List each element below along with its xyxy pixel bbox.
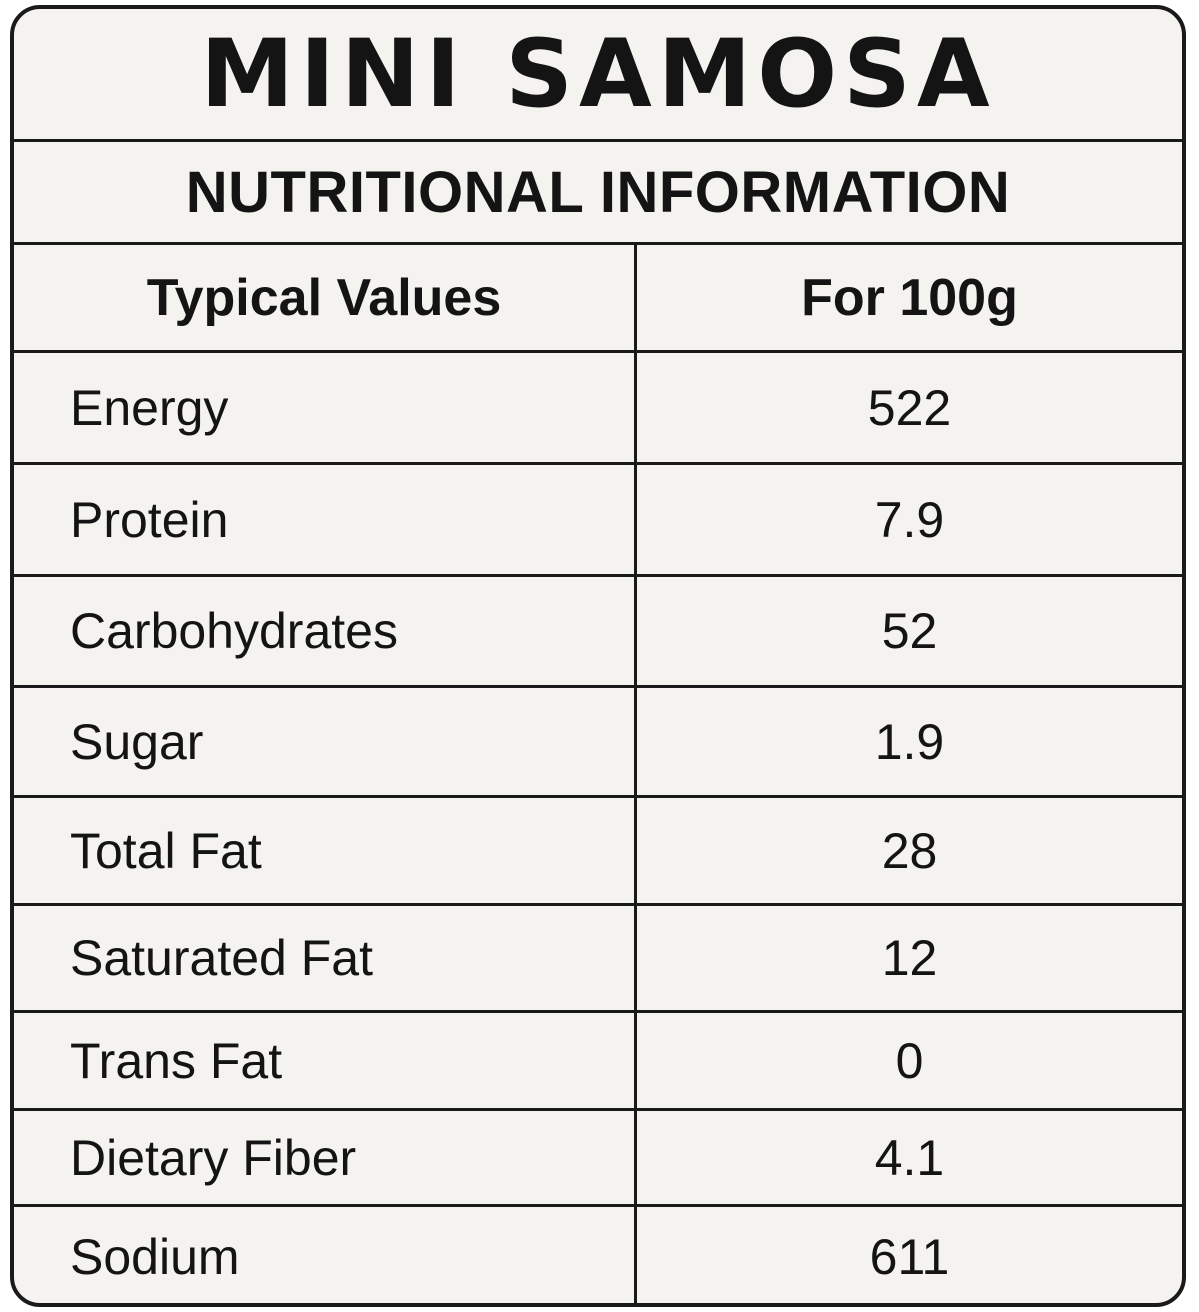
header-typical-values: Typical Values	[14, 245, 637, 350]
nutrient-value: 522	[867, 379, 952, 436]
nutrient-name: Protein	[14, 465, 637, 574]
nutrient-name: Sodium	[14, 1207, 637, 1303]
nutrient-value: 28	[881, 822, 938, 879]
nutrient-name: Total Fat	[14, 798, 637, 903]
table-row: Total Fat 28	[14, 798, 1182, 906]
table-row: Energy 522	[14, 353, 1182, 465]
nutrient-value: 52	[881, 603, 938, 659]
nutrition-label: MINI SAMOSA NUTRITIONAL INFORMATION Typi…	[10, 5, 1186, 1307]
table-header-row: Typical Values For 100g	[14, 245, 1182, 353]
table-row: Trans Fat 0	[14, 1013, 1182, 1111]
nutrient-value: 12	[881, 930, 938, 986]
table-row: Sugar 1.9	[14, 688, 1182, 798]
nutrient-name: Dietary Fiber	[14, 1111, 637, 1204]
nutrient-name: Sugar	[14, 688, 637, 795]
header-for-100g: For 100g	[801, 268, 1018, 327]
table-row: Carbohydrates 52	[14, 577, 1182, 688]
table-row: Sodium 611	[14, 1207, 1182, 1303]
nutrient-name: Carbohydrates	[14, 577, 637, 685]
table-row: Saturated Fat 12	[14, 906, 1182, 1013]
nutrient-value: 611	[869, 1229, 950, 1285]
nutrient-value: 4.1	[874, 1129, 945, 1186]
nutrient-value: 7.9	[874, 491, 945, 548]
nutrient-value: 0	[895, 1032, 924, 1089]
section-heading: NUTRITIONAL INFORMATION	[14, 142, 1182, 245]
nutrient-name: Saturated Fat	[14, 906, 637, 1010]
table-row: Dietary Fiber 4.1	[14, 1111, 1182, 1207]
nutrient-value: 1.9	[874, 713, 945, 770]
nutrient-name: Trans Fat	[14, 1013, 637, 1108]
nutrient-name: Energy	[14, 353, 637, 462]
product-title: MINI SAMOSA	[14, 9, 1182, 142]
table-row: Protein 7.9	[14, 465, 1182, 577]
